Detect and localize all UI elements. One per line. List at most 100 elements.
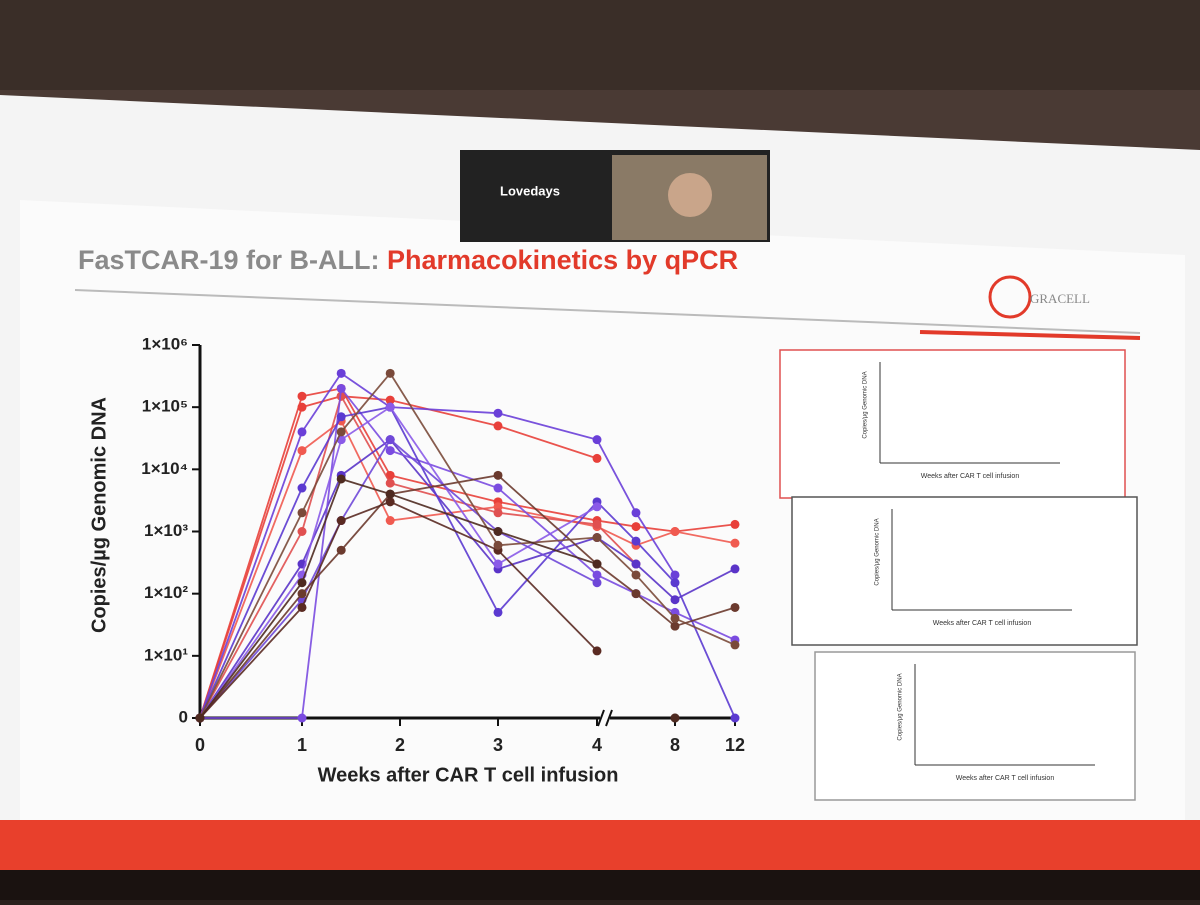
data-point: [631, 570, 641, 580]
x-tick-label: 1: [297, 735, 307, 755]
data-point: [592, 570, 602, 580]
slide-title: FasTCAR-19 for B-ALL: Pharmacokinetics b…: [78, 245, 738, 275]
speaker: [668, 173, 712, 217]
data-point: [336, 391, 346, 401]
video-name: Lovedays: [500, 183, 560, 198]
mini-panel: [814, 651, 1136, 801]
mini-y-label: Copies/µg Genomic DNA: [875, 518, 881, 585]
series-line: [199, 405, 598, 719]
data-point: [493, 470, 503, 480]
data-point: [385, 478, 395, 488]
mini-y-label: Copies/µg Genomic DNA: [898, 673, 904, 740]
y-tick-label: 1×10⁵: [142, 397, 188, 416]
mini-x-label: Weeks after CAR T cell infusion: [921, 473, 1020, 480]
y-tick-label: 0: [179, 707, 188, 726]
data-point: [297, 527, 307, 536]
data-point: [592, 578, 602, 588]
data-point: [592, 519, 602, 529]
axis-break: [600, 708, 610, 728]
data-point: [670, 613, 680, 623]
data-point: [730, 640, 740, 650]
data-point: [592, 453, 602, 463]
data-point: [631, 589, 641, 599]
data-point: [336, 516, 346, 526]
data-point: [336, 368, 346, 378]
x-tick-label: 4: [592, 735, 602, 755]
data-point: [730, 602, 740, 612]
data-point: [670, 713, 680, 723]
data-point: [385, 489, 395, 499]
title-prefix: FasTCAR-19 for B-ALL:: [78, 245, 387, 275]
data-point: [493, 483, 503, 493]
data-point: [730, 564, 740, 574]
data-point: [297, 713, 307, 723]
data-point: [385, 446, 395, 456]
data-point: [592, 646, 602, 656]
y-tick-label: 1×10⁶: [142, 334, 188, 353]
data-point: [297, 483, 307, 493]
data-point: [631, 522, 641, 532]
mini-panel: [779, 349, 1126, 499]
y-axis-label: Copies/µg Genomic DNA: [88, 397, 110, 633]
data-point: [592, 559, 602, 569]
mini-x-label: Weeks after CAR T cell infusion: [956, 775, 1055, 782]
data-point: [297, 391, 307, 401]
data-point: [592, 502, 602, 512]
data-point: [385, 402, 395, 412]
data-point: [297, 589, 307, 599]
data-point: [670, 621, 680, 631]
data-point: [493, 421, 503, 431]
data-point: [297, 602, 307, 612]
series-line: [199, 477, 598, 719]
slide-footer-bar: [0, 820, 1200, 870]
x-tick-label: 12: [725, 735, 745, 755]
data-point: [670, 595, 680, 605]
axis-break-mark: [605, 709, 613, 727]
data-point: [730, 519, 740, 529]
data-point: [493, 607, 503, 617]
data-point: [631, 536, 641, 546]
data-point: [670, 578, 680, 588]
data-point: [195, 713, 205, 723]
data-point: [493, 559, 503, 569]
data-point: [592, 435, 602, 445]
data-point: [297, 427, 307, 437]
y-tick-label: 1×10²: [144, 583, 188, 602]
data-point: [730, 713, 740, 723]
x-tick-label: 2: [395, 735, 405, 755]
y-tick-label: 1×10¹: [144, 645, 188, 664]
data-point: [385, 435, 395, 445]
data-point: [493, 408, 503, 418]
data-point: [493, 527, 503, 536]
y-tick-label: 1×10³: [144, 521, 188, 540]
data-point: [385, 368, 395, 378]
series-line: [199, 395, 598, 719]
x-axis-label: Weeks after CAR T cell infusion: [318, 764, 619, 786]
data-point: [336, 427, 346, 437]
mini-x-label: Weeks after CAR T cell infusion: [933, 620, 1032, 627]
data-point: [336, 474, 346, 484]
x-tick-label: 8: [670, 735, 680, 755]
data-point: [493, 508, 503, 518]
data-point: [336, 383, 346, 393]
axis-break-mark: [597, 709, 605, 727]
data-point: [631, 559, 641, 569]
x-tick-label: 3: [493, 735, 503, 755]
data-point: [631, 508, 641, 518]
data-point: [670, 527, 680, 536]
data-point: [592, 533, 602, 543]
data-point: [297, 446, 307, 456]
data-point: [385, 497, 395, 507]
y-tick-label: 1×10⁴: [141, 459, 188, 478]
data-point: [385, 395, 395, 405]
data-point: [297, 508, 307, 518]
mini-y-label: Copies/µg Genomic DNA: [863, 371, 869, 438]
title-rule-accent: [919, 330, 1141, 340]
logo-mark: [988, 275, 1032, 319]
series-line: [199, 438, 598, 719]
series-line: [199, 500, 598, 719]
data-point: [336, 545, 346, 555]
data-point: [297, 578, 307, 588]
